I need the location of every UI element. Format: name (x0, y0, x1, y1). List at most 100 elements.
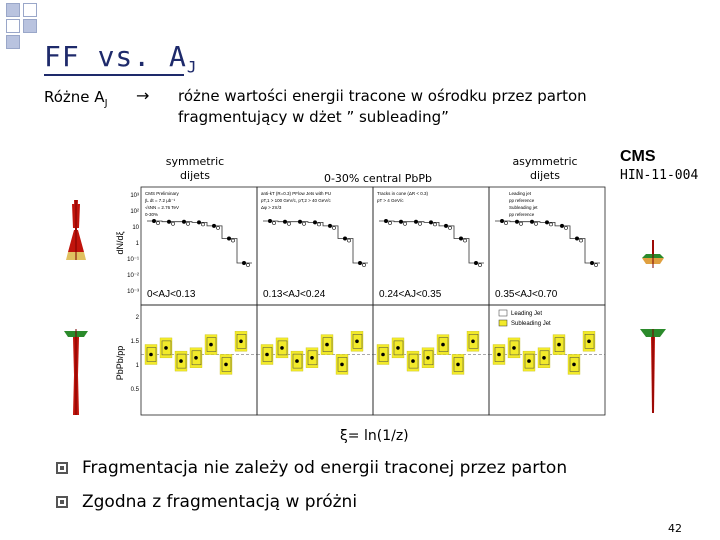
pp-systematic-box (307, 350, 318, 366)
subleading-jet-point (549, 222, 553, 227)
ytick-top: 10⁻² (127, 273, 139, 279)
ylabel-bottom: PbPb/pp (115, 346, 125, 381)
pp-systematic-box (378, 347, 389, 362)
leading-jet-point (444, 223, 448, 228)
ytick-top: 10⁻¹ (127, 257, 139, 263)
subleading-jet-point (317, 222, 321, 227)
pp-systematic-box (206, 337, 217, 352)
subleading-jet-point (433, 222, 437, 227)
ytick-bottom: 0.5 (131, 387, 140, 393)
pp-reference-histogram (147, 220, 252, 264)
leading-jet-point (242, 261, 246, 265)
leading-jet-point (515, 219, 519, 224)
ratio-point (179, 359, 183, 363)
ratio-point (194, 356, 198, 360)
cms-label: CMS (620, 148, 656, 165)
subleading-jet-point (272, 221, 276, 225)
pp-reference-histogram (495, 220, 600, 264)
info-line: CMS Preliminary (145, 191, 180, 196)
ytick-top: 10 (132, 225, 139, 231)
leading-jet-point (384, 219, 388, 223)
pp-systematic-box (352, 334, 363, 349)
title-subscript: J (186, 57, 198, 77)
aj-label: Różne AJ (44, 88, 108, 109)
ratio-point (587, 339, 591, 344)
label-symmetric-line1: symmetric (165, 155, 225, 168)
pp-systematic-box (584, 334, 595, 349)
ratio-point (295, 359, 299, 363)
ratio-point (164, 346, 168, 350)
ytick-top: 10³ (130, 193, 139, 199)
leading-jet-point (414, 219, 418, 224)
ratio-point (325, 342, 329, 347)
leading-jet-point (429, 220, 433, 225)
ratio-point (149, 352, 153, 357)
aj-range-label: 0.24<AJ<0.35 (379, 289, 442, 300)
leading-jet-point (399, 219, 403, 224)
pp-systematic-box (161, 340, 172, 356)
legend-top-entry: pp reference (509, 212, 535, 217)
pp-systematic-box (393, 340, 404, 356)
leading-jet-point (530, 219, 534, 224)
title-main: FF vs. A (44, 40, 187, 73)
legend-bottom-swatch (498, 319, 508, 327)
ratio-point (557, 342, 561, 347)
legend-bottom-swatch (498, 309, 508, 317)
info-line: anti-kT (R=0.3) PFlow Jets with PU (261, 191, 331, 196)
pp-systematic-box (277, 340, 288, 356)
ytick-top: 10² (130, 209, 139, 215)
info-line: pT,1 > 100 GeV/c, pT,2 > 40 GeV/c (261, 198, 332, 203)
description-line: różne wartości energii tracone w ośrodku… (178, 87, 587, 105)
deco-square (23, 19, 37, 33)
ratio-point (265, 352, 269, 357)
ytick-top: 1 (136, 241, 140, 247)
pp-systematic-box (191, 350, 202, 366)
ratio-point (239, 339, 243, 344)
legend-bottom-entry: Leading Jet (511, 311, 542, 317)
ytick-bottom: 1.5 (131, 339, 140, 345)
leading-jet-point (500, 219, 504, 223)
subleading-jet-point (216, 226, 220, 230)
aj-label-sub: J (104, 98, 108, 109)
leading-jet-point (298, 219, 302, 224)
pp-systematic-box (176, 353, 187, 369)
jet-icon-asymmetric-top (642, 240, 664, 268)
subleading-jet-point (171, 221, 175, 226)
pp-systematic-box (509, 340, 520, 356)
slide-title: FF vs. AJ (44, 40, 198, 77)
aj-range-label: 0<AJ<0.13 (147, 289, 196, 300)
legend-top-entry: Subleading jet (509, 205, 538, 210)
label-asymmetric: asymmetric dijets (508, 155, 582, 183)
ratio-point (280, 346, 284, 350)
xi-axis-label: ξ= ln(1/z) (340, 428, 409, 444)
subleading-jet-point (201, 222, 205, 227)
info-line: Δφ > 2π/3 (261, 205, 282, 210)
subleading-jet-point (519, 221, 523, 226)
pp-systematic-box (146, 347, 157, 362)
pp-systematic-box (453, 357, 464, 372)
info-line: Tracks in cone (ΔR < 0.3) (377, 191, 428, 196)
ylabel-top: dN/dξ (115, 231, 125, 254)
label-symmetric: symmetric dijets (160, 155, 230, 183)
subleading-jet-point (246, 263, 250, 267)
label-central: 0-30% central PbPb (323, 172, 433, 185)
subleading-jet-point (347, 238, 351, 243)
panel-top-frame (372, 186, 490, 306)
ratio-point (340, 362, 344, 367)
leading-jet-point (197, 220, 201, 225)
ratio-point (355, 339, 359, 344)
leading-jet-point (313, 220, 317, 225)
pp-systematic-box (554, 337, 565, 352)
ratio-point (527, 359, 531, 363)
ytick-bottom: 1 (136, 363, 140, 369)
subleading-jet-point (463, 238, 467, 243)
ratio-point (542, 356, 546, 360)
leading-jet-point (358, 261, 362, 265)
subleading-jet-point (156, 221, 160, 225)
subleading-jet-point (332, 226, 336, 230)
label-symmetric-line2: dijets (180, 169, 210, 182)
subleading-jet-point (388, 221, 392, 225)
leading-jet-point (283, 219, 287, 224)
leading-jet-point (167, 219, 171, 224)
info-line: √sNN = 2.76 TeV (145, 205, 179, 210)
